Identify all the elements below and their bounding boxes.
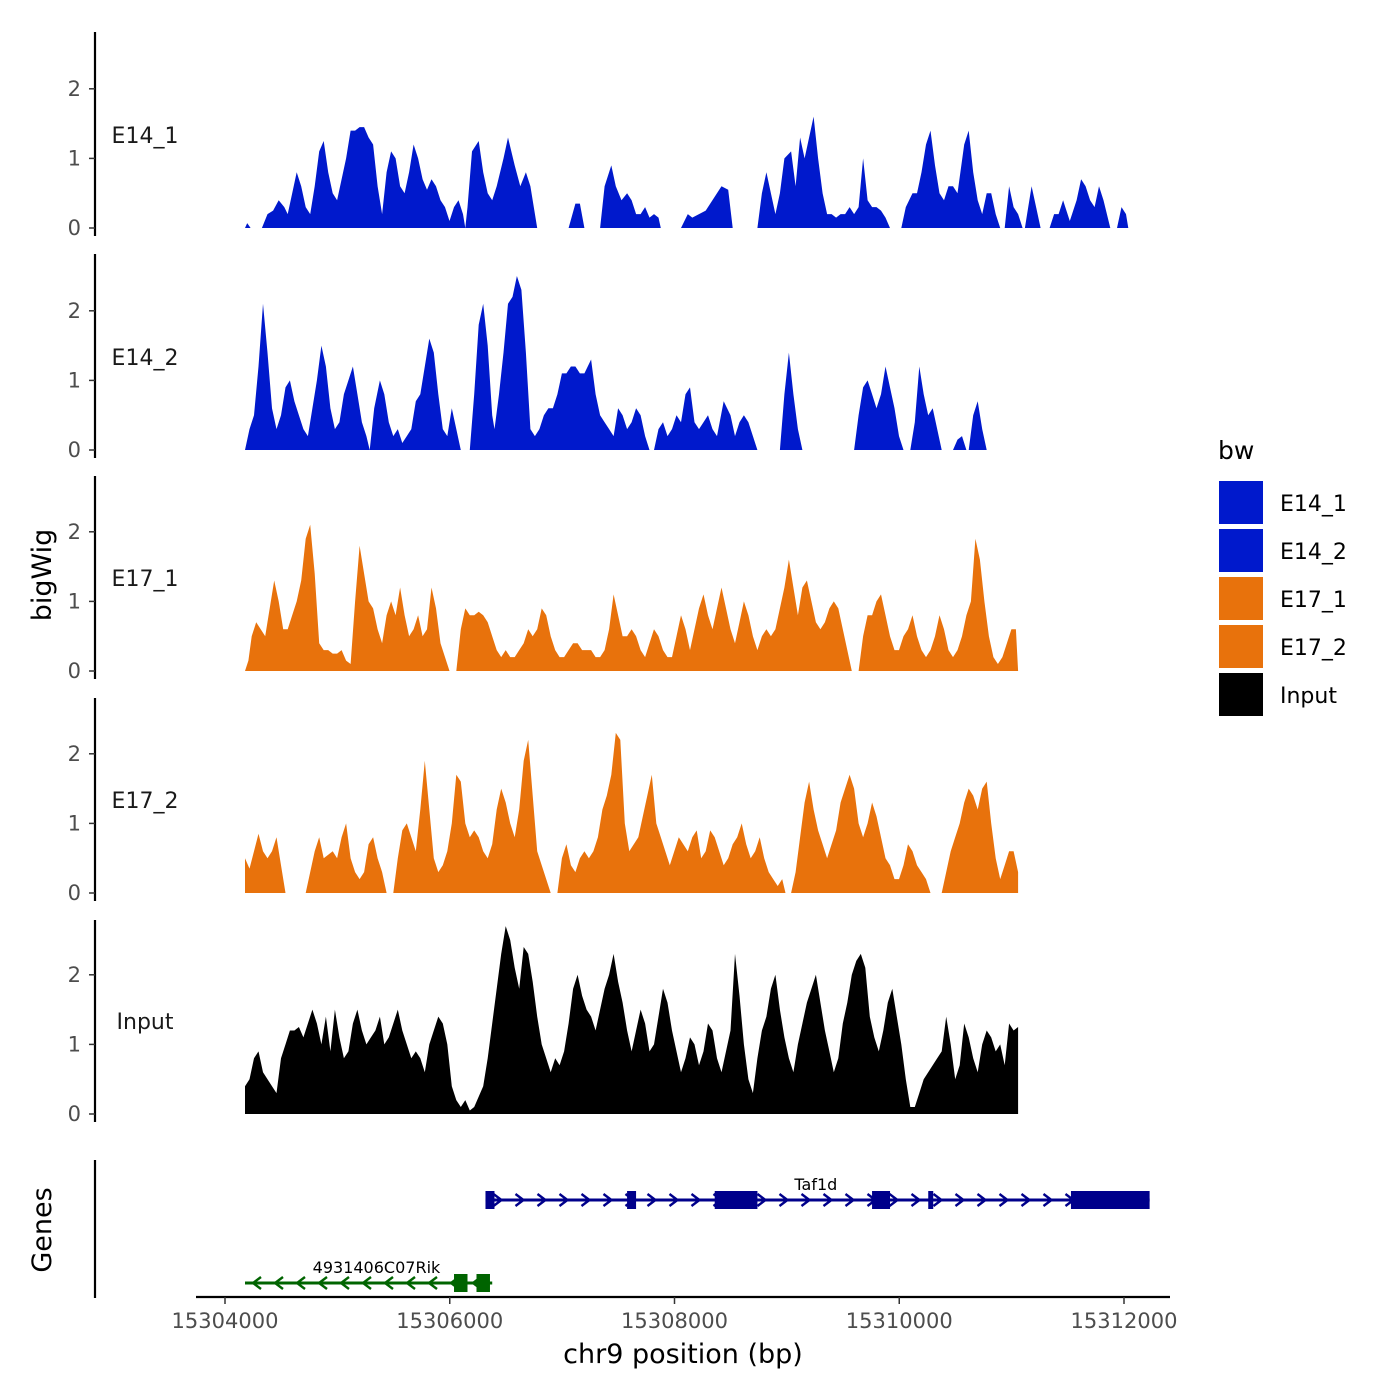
- genes-track: Taf1d 4931406C07Rik: [93, 1160, 1150, 1298]
- strand-chevron: [998, 1193, 1010, 1207]
- strand-chevron: [580, 1193, 592, 1207]
- y-tick-label: 1: [68, 146, 81, 170]
- gene-exon: [485, 1191, 495, 1209]
- gene-exon: [1070, 1191, 1150, 1209]
- y-tick-label: 1: [68, 811, 81, 835]
- gene-name-label: Taf1d: [793, 1175, 837, 1194]
- strand-chevron: [932, 1193, 944, 1207]
- legend-label: Input: [1280, 684, 1337, 709]
- legend-label: E17_1: [1280, 588, 1347, 613]
- strand-chevron: [1020, 1193, 1032, 1207]
- legend-swatch: [1219, 625, 1263, 668]
- track-label: E17_2: [112, 789, 179, 814]
- strand-chevron: [602, 1193, 614, 1207]
- strand-chevron: [888, 1193, 900, 1207]
- y-axis-title: bigWig: [27, 529, 58, 622]
- track-e14-1: 0 1 2 E14_1: [68, 32, 1129, 240]
- y-tick-label: 0: [68, 659, 81, 683]
- track-e17-2: 0 1 2 E17_2: [68, 698, 1019, 905]
- legend-swatch: [1219, 577, 1263, 620]
- track-label: E17_1: [112, 567, 179, 592]
- strand-chevron: [976, 1193, 988, 1207]
- legend-label: E17_2: [1280, 636, 1347, 661]
- strand-chevron: [273, 1276, 284, 1290]
- strand-chevron: [822, 1193, 834, 1207]
- track-label: E14_2: [112, 346, 179, 371]
- strand-chevron: [427, 1276, 438, 1290]
- x-tick-label: 15310000: [846, 1309, 953, 1333]
- gene-exon: [454, 1274, 468, 1292]
- y-tick-label: 2: [68, 77, 81, 101]
- gene-exon: [714, 1191, 758, 1209]
- y-tick-label: 2: [68, 520, 81, 544]
- track-label: Input: [117, 1010, 174, 1035]
- legend-swatch: [1219, 673, 1263, 716]
- x-tick-label: 15308000: [621, 1309, 728, 1333]
- strand-chevron: [405, 1276, 416, 1290]
- strand-chevron: [756, 1193, 768, 1207]
- strand-chevron: [778, 1193, 790, 1207]
- strand-chevron: [954, 1193, 966, 1207]
- signal-area-e17-2: [245, 732, 1019, 893]
- gene-exon: [872, 1191, 891, 1209]
- y-tick-label: 0: [68, 438, 81, 462]
- signal-area-input: [245, 926, 1019, 1114]
- legend-title: bw: [1218, 436, 1254, 465]
- strand-chevron: [910, 1193, 922, 1207]
- y-tick-label: 2: [68, 963, 81, 987]
- gene-exon: [476, 1274, 490, 1292]
- gene-name-label: 4931406C07Rik: [313, 1258, 441, 1277]
- legend-swatch: [1219, 529, 1263, 572]
- gene-exon: [928, 1191, 934, 1209]
- strand-chevron: [492, 1193, 504, 1207]
- signal-area-e14-2: [245, 276, 987, 450]
- strand-chevron: [536, 1193, 548, 1207]
- strand-chevron: [317, 1276, 328, 1290]
- track-input: 0 1 2 Input: [68, 920, 1019, 1126]
- signal-area-e17-1: [245, 524, 1019, 671]
- strand-chevron: [800, 1193, 812, 1207]
- strand-chevron: [339, 1276, 350, 1290]
- y-tick-label: 2: [68, 742, 81, 766]
- strand-chevron: [361, 1276, 372, 1290]
- strand-chevron: [690, 1193, 702, 1207]
- y-tick-label: 0: [68, 1102, 81, 1126]
- gene-taf1d: Taf1d: [485, 1175, 1150, 1209]
- genes-axis-title: Genes: [27, 1187, 58, 1272]
- x-tick-label: 15312000: [1071, 1309, 1178, 1333]
- legend-label: E14_1: [1280, 492, 1347, 517]
- strand-chevron: [295, 1276, 306, 1290]
- x-axis-title: chr9 position (bp): [563, 1339, 803, 1370]
- strand-chevron: [668, 1193, 680, 1207]
- legend: bw E14_1 E14_2 E17_1 E17_2 Input: [1218, 436, 1347, 716]
- track-label: E14_1: [112, 124, 179, 149]
- x-axis: 15304000 15306000 15308000 15310000 15312000: [172, 1295, 1178, 1333]
- track-e17-1: 0 1 2 E17_1: [68, 476, 1019, 683]
- strand-chevron: [1042, 1193, 1054, 1207]
- legend-label: E14_2: [1280, 540, 1347, 565]
- strand-chevron: [514, 1193, 526, 1207]
- y-tick-label: 1: [68, 368, 81, 392]
- gene-4931406c07rik: 4931406C07Rik: [245, 1258, 493, 1292]
- tracks-group: 0 1 2 E14_1 0 1 2 E14_2 0 1 2 E17_1 0 1 2 E17_2 0 1 2 Input: [68, 32, 1129, 1126]
- strand-chevron: [844, 1193, 856, 1207]
- strand-chevron: [383, 1276, 394, 1290]
- y-tick-label: 1: [68, 1032, 81, 1056]
- signal-area-e14-1: [245, 116, 1129, 228]
- y-tick-label: 0: [68, 216, 81, 240]
- y-tick-label: 2: [68, 299, 81, 323]
- y-tick-label: 0: [68, 881, 81, 905]
- strand-chevron: [251, 1276, 262, 1290]
- gene-exon: [627, 1191, 637, 1209]
- strand-chevron: [646, 1193, 658, 1207]
- legend-swatch: [1219, 481, 1263, 524]
- strand-chevron: [558, 1193, 570, 1207]
- x-tick-label: 15304000: [172, 1309, 279, 1333]
- track-e14-2: 0 1 2 E14_2: [68, 254, 987, 462]
- x-tick-label: 15306000: [396, 1309, 503, 1333]
- y-tick-label: 1: [68, 589, 81, 613]
